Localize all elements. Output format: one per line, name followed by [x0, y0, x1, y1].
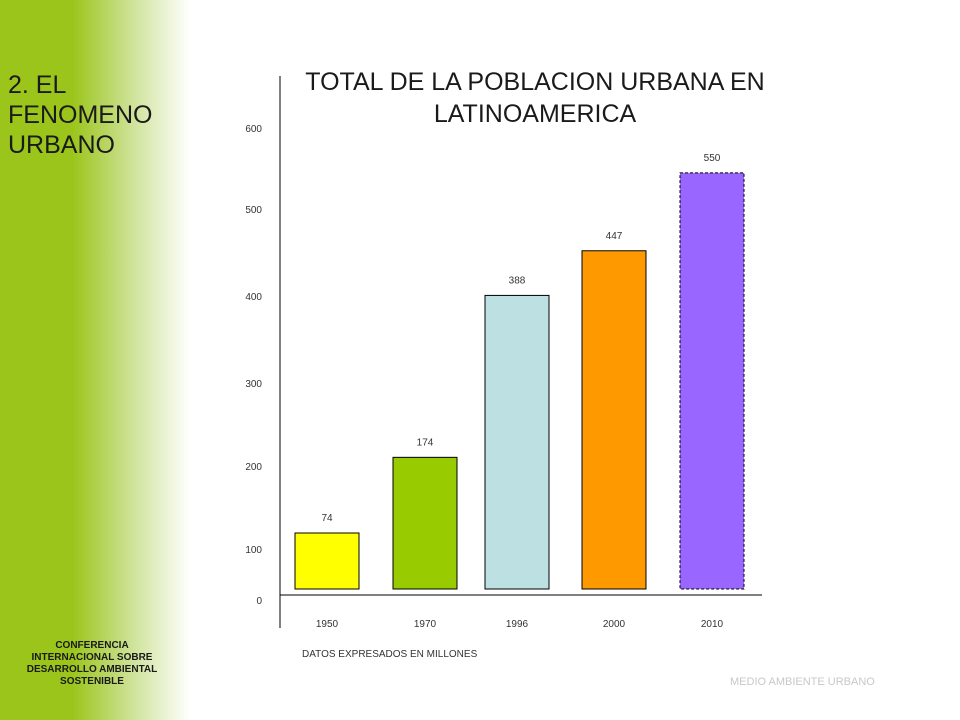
y-tick-label: 600: [245, 124, 262, 135]
y-tick-label: 400: [245, 292, 262, 303]
section-title-line: URBANO: [8, 131, 115, 159]
data-label: 74: [321, 513, 333, 524]
footer-label: MEDIO AMBIENTE URBANO: [730, 676, 875, 688]
conference-line: DESARROLLO AMBIENTAL: [26, 664, 158, 675]
data-label: 388: [509, 275, 526, 286]
conference-name: CONFERENCIA INTERNACIONAL SOBRE DESARROL…: [8, 640, 176, 688]
data-label: 550: [704, 153, 721, 164]
x-tick-label: 2010: [701, 619, 724, 630]
x-tick-label: 1950: [316, 619, 339, 630]
conference-line: SOSTENIBLE: [60, 676, 124, 687]
x-tick-label: 1970: [414, 619, 437, 630]
conference-line: CONFERENCIA: [55, 640, 129, 651]
y-tick-label: 200: [245, 462, 262, 473]
y-tick-label: 0: [256, 596, 262, 607]
y-tick-label: 100: [245, 545, 262, 556]
bar-1950: [294, 532, 360, 590]
section-title-line: 2. EL: [8, 71, 67, 99]
section-title: 2. EL FENOMENO URBANO: [8, 70, 152, 160]
y-tick-label: 300: [245, 379, 262, 390]
section-title-line: FENOMENO: [8, 101, 153, 129]
bar-1970: [392, 456, 458, 590]
data-label: 174: [417, 437, 434, 448]
bar-1996: [484, 294, 550, 590]
bar-2000: [581, 250, 647, 590]
conference-line: INTERNACIONAL SOBRE: [31, 652, 153, 663]
chart-title-line: LATINOAMERICA: [433, 100, 637, 128]
units-note: DATOS EXPRESADOS EN MILLONES: [302, 649, 478, 660]
chart-title-line: TOTAL DE LA POBLACION URBANA EN: [305, 68, 765, 96]
x-tick-label: 1996: [506, 619, 529, 630]
bar-2010: [679, 172, 745, 590]
y-tick-label: 500: [245, 205, 262, 216]
bars-group: 74 174 388 447 550: [294, 153, 745, 590]
sidebar-gradient: [0, 0, 190, 720]
ticks-group: 1950 1970 1996 2000 2010 0 100 200 300 400 500 600: [245, 124, 723, 630]
x-tick-label: 2000: [603, 619, 626, 630]
data-label: 447: [606, 231, 623, 242]
chart-title: TOTAL DE LA POBLACION URBANA EN LATINOAM…: [285, 66, 785, 130]
